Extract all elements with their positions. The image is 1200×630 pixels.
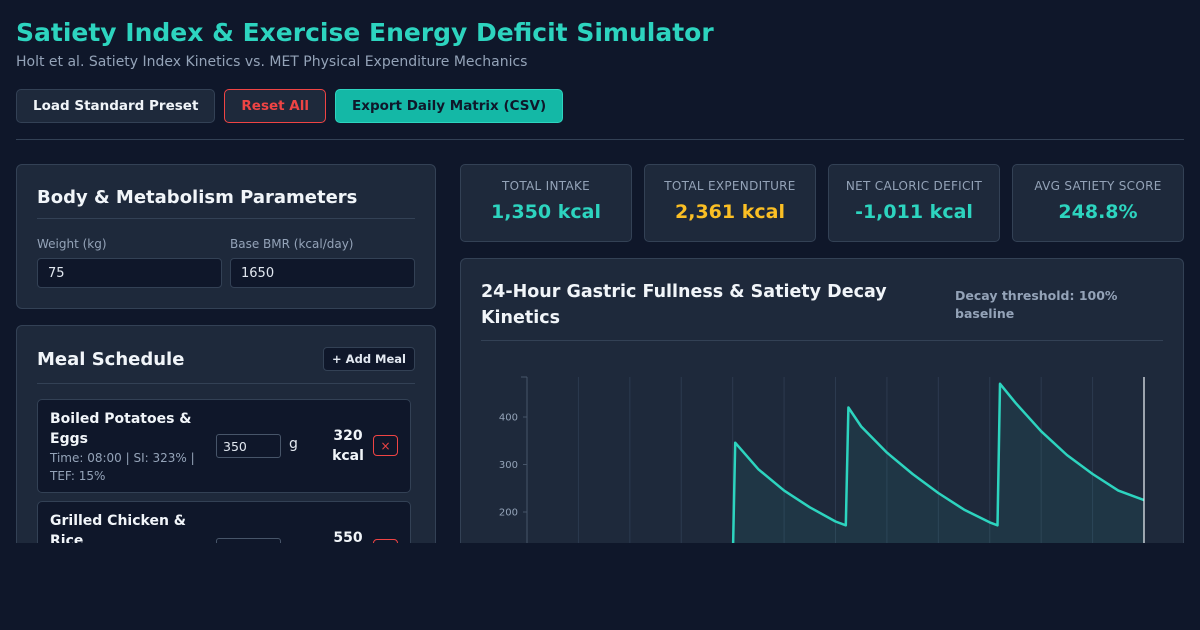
stat-value: 2,361 kcal — [675, 201, 785, 223]
panel-divider — [37, 383, 415, 384]
header-divider — [16, 139, 1184, 140]
y-tick-label: 200 — [499, 508, 518, 519]
meal-item: Boiled Potatoes & Eggs Time: 08:00 | SI:… — [37, 399, 411, 493]
close-icon: × — [380, 543, 390, 544]
meal-quantity-input[interactable]: 350 — [216, 434, 281, 458]
bmr-label: Base BMR (kcal/day) — [230, 237, 354, 251]
bmr-input[interactable]: 1650 — [230, 258, 415, 288]
stat-label: TOTAL INTAKE — [501, 179, 591, 193]
panel-title: Body & Metabolism Parameters — [37, 187, 358, 208]
weight-input[interactable]: 75 — [37, 258, 222, 288]
page-header: Satiety Index & Exercise Energy Deficit … — [16, 18, 714, 70]
panel-title: Meal Schedule — [37, 348, 185, 370]
load-preset-button[interactable]: Load Standard Preset — [16, 89, 216, 123]
meal-kcal-unit: kcal — [332, 448, 364, 464]
satiety-line — [731, 382, 1145, 543]
satiety-chart: 200 300 400 — [499, 376, 1145, 543]
page-title: Satiety Index & Exercise Energy Deficit … — [16, 18, 714, 47]
stat-card-satiety: AVG SATIETY SCORE 248.8% — [1012, 164, 1184, 242]
close-icon: × — [380, 438, 391, 453]
stat-value: -1,011 kcal — [855, 201, 973, 223]
meal-kcal-value: 550 — [333, 530, 363, 543]
panel-divider — [37, 218, 415, 219]
meal-meta: Time: 08:00 | SI: 323% | TEF: 15% — [50, 451, 195, 483]
delete-meal-button[interactable]: × — [373, 435, 398, 456]
satiety-chart-panel: 24-Hour Gastric Fullness & Satiety Decay… — [460, 258, 1184, 543]
stat-value: 248.8% — [1058, 201, 1138, 223]
toolbar: Load Standard Preset Reset All Export Da… — [16, 89, 564, 123]
y-tick-label: 300 — [499, 460, 518, 471]
meal-kcal-value: 320 — [333, 428, 363, 444]
weight-label: Weight (kg) — [37, 237, 107, 251]
stat-card-deficit: NET CALORIC DEFICIT -1,011 kcal — [828, 164, 1000, 242]
stat-label: TOTAL EXPENDITURE — [664, 179, 796, 193]
body-parameters-panel: Body & Metabolism Parameters Weight (kg)… — [16, 164, 436, 309]
meal-item: Grilled Chicken & Rice 550 × — [37, 501, 411, 543]
stat-label: NET CALORIC DEFICIT — [845, 179, 983, 193]
decay-threshold-note: Decay threshold: 100% baseline — [955, 288, 1118, 321]
satiety-area — [733, 383, 1144, 543]
stat-label: AVG SATIETY SCORE — [1034, 179, 1162, 193]
delete-meal-button[interactable]: × — [373, 539, 398, 543]
panel-divider — [481, 340, 1163, 341]
reset-all-button[interactable]: Reset All — [224, 89, 327, 123]
meal-quantity-input[interactable] — [216, 538, 281, 543]
meal-kcal: 550 — [328, 528, 368, 543]
main-content[interactable]: Body & Metabolism Parameters Weight (kg)… — [0, 140, 1200, 543]
chart-title: 24-Hour Gastric Fullness & Satiety Decay… — [481, 282, 887, 328]
meal-kcal: 320 kcal — [328, 426, 368, 466]
stat-card-expenditure: TOTAL EXPENDITURE 2,361 kcal — [644, 164, 816, 242]
meal-name: Grilled Chicken & Rice — [50, 513, 187, 543]
page-subtitle: Holt et al. Satiety Index Kinetics vs. M… — [16, 54, 528, 70]
y-tick-label: 400 — [499, 413, 518, 424]
stat-value: 1,350 kcal — [491, 201, 601, 223]
stat-card-intake: TOTAL INTAKE 1,350 kcal — [460, 164, 632, 242]
meal-schedule-panel: Meal Schedule + Add Meal Boiled Potatoes… — [16, 325, 436, 543]
quantity-unit: g — [289, 436, 298, 452]
export-csv-button[interactable]: Export Daily Matrix (CSV) — [335, 89, 564, 123]
meal-name: Boiled Potatoes & Eggs — [50, 411, 192, 447]
add-meal-button[interactable]: + Add Meal — [323, 347, 415, 371]
